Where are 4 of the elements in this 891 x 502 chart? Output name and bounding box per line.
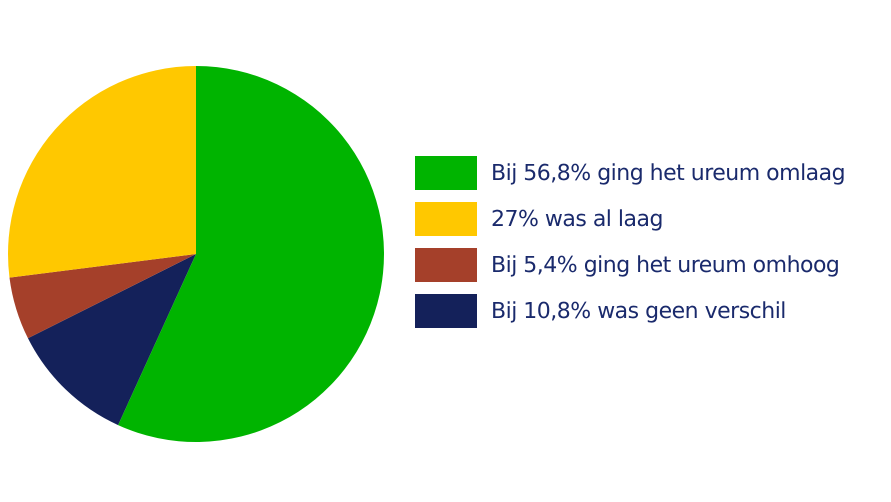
- legend-label: Bij 10,8% was geen verschil: [491, 298, 786, 324]
- legend-label: Bij 56,8% ging het ureum omlaag: [491, 160, 846, 186]
- legend-label: Bij 5,4% ging het ureum omhoog: [491, 252, 840, 278]
- legend-label: 27% was al laag: [491, 206, 663, 232]
